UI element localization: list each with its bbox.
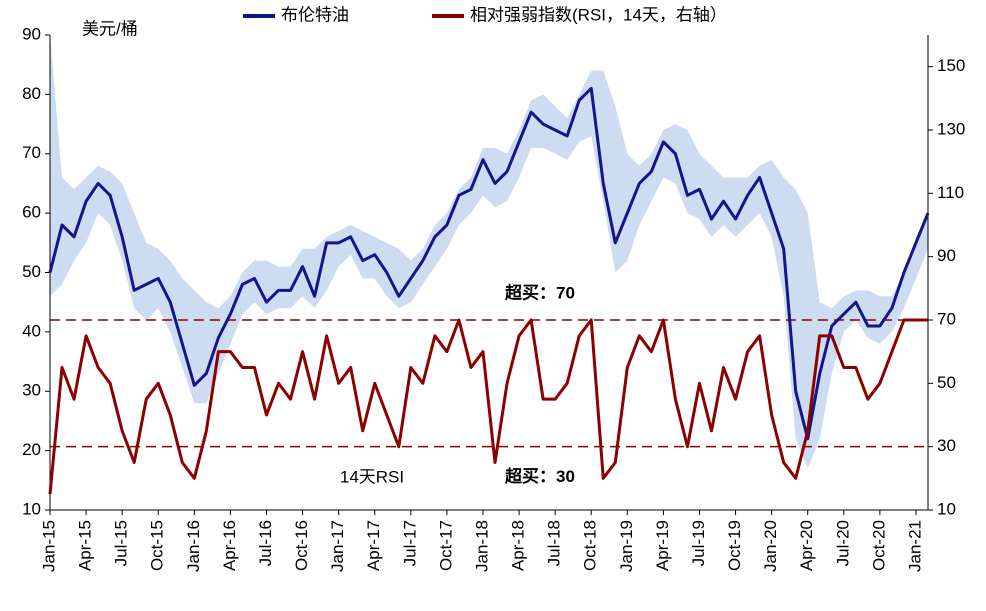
y-tick-label: 80 [22,84,41,103]
x-tick-label: Jan-20 [761,520,780,572]
series-line [48,86,930,441]
x-tick-label: Oct-20 [869,520,888,571]
x-tick-label: Jul-20 [833,520,852,566]
legend-label: 布伦特油 [281,5,349,24]
x-tick-label: Jan-21 [905,520,924,572]
series-line [48,318,928,495]
x-tick-label: Jul-16 [256,520,275,566]
x-tick-label: Jul-15 [112,520,131,566]
y2-tick-label: 110 [937,183,964,202]
y-axis-unit: 美元/桶 [82,19,138,38]
x-tick-label: Apr-17 [364,520,383,571]
y2-tick-label: 10 [937,499,956,518]
x-tick-label: Jan-18 [472,520,491,572]
x-tick-label: Oct-16 [292,520,311,571]
y2-tick-label: 150 [937,56,965,75]
y-tick-label: 40 [22,321,41,340]
x-tick-label: Jan-15 [39,520,58,572]
reference-label: 超买：70 [505,282,575,302]
x-tick-label: Jan-17 [328,520,347,572]
x-tick-label: Apr-18 [509,520,528,571]
x-tick-label: Jan-16 [184,520,203,572]
x-tick-label: Jul-17 [400,520,419,566]
x-tick-label: Oct-18 [581,520,600,571]
y-tick-label: 70 [22,143,41,162]
x-tick-label: Oct-17 [436,520,455,571]
x-tick-label: Apr-20 [797,520,816,571]
y2-tick-label: 90 [937,246,956,265]
x-tick-label: Apr-19 [653,520,672,571]
y-tick-label: 10 [22,499,41,518]
x-tick-label: Jul-19 [689,520,708,566]
y-tick-label: 20 [22,440,41,459]
x-tick-label: Apr-15 [76,520,95,571]
y-tick-label: 30 [22,381,41,400]
x-tick-label: Oct-19 [725,520,744,571]
y-tick-label: 90 [22,24,41,43]
y-tick-label: 60 [22,203,41,222]
y2-tick-label: 130 [937,119,965,138]
y2-tick-label: 30 [937,436,956,455]
x-tick-label: Oct-15 [148,520,167,571]
x-tick-label: Jul-18 [545,520,564,566]
x-tick-label: Apr-16 [220,520,239,571]
rsi-label: 14天RSI [340,467,404,486]
y2-tick-label: 50 [937,373,956,392]
x-tick-label: Jan-19 [617,520,636,572]
reference-label: 超买：30 [505,466,575,486]
legend-label: 相对强弱指数(RSI，14天，右轴） [470,5,727,24]
y-tick-label: 50 [22,262,41,281]
y2-tick-label: 70 [937,309,956,328]
